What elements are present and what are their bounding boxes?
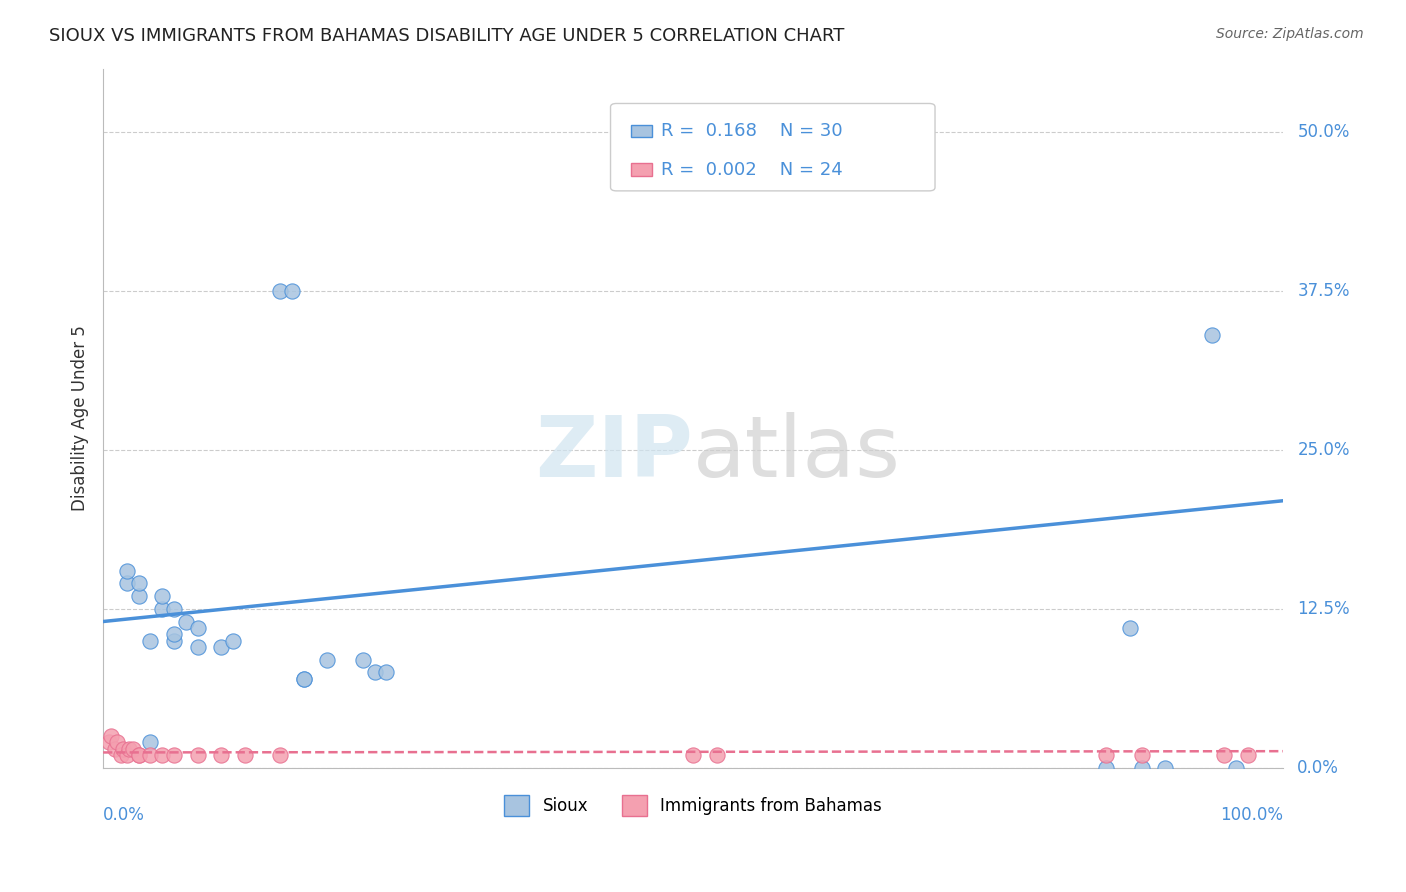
Point — [128, 747, 150, 762]
Point — [352, 653, 374, 667]
Point — [682, 747, 704, 762]
Point — [292, 672, 315, 686]
Point — [316, 653, 339, 667]
Point — [1154, 761, 1177, 775]
Point — [128, 589, 150, 603]
Text: 0.0%: 0.0% — [1298, 759, 1339, 777]
Point — [1236, 747, 1258, 762]
Point — [110, 747, 132, 762]
Point — [186, 621, 208, 635]
Point — [1130, 761, 1153, 775]
Text: ZIP: ZIP — [536, 411, 693, 494]
Text: 12.5%: 12.5% — [1298, 599, 1350, 618]
Point — [163, 633, 186, 648]
Text: Source: ZipAtlas.com: Source: ZipAtlas.com — [1216, 27, 1364, 41]
Point — [163, 627, 186, 641]
FancyBboxPatch shape — [610, 103, 935, 191]
Text: 100.0%: 100.0% — [1220, 806, 1284, 824]
Point — [100, 729, 122, 743]
Point — [98, 735, 121, 749]
Text: R =  0.168    N = 30: R = 0.168 N = 30 — [661, 122, 842, 140]
Legend: Sioux, Immigrants from Bahamas: Sioux, Immigrants from Bahamas — [498, 789, 889, 822]
Y-axis label: Disability Age Under 5: Disability Age Under 5 — [72, 326, 89, 511]
Point — [281, 284, 304, 298]
Point — [112, 741, 135, 756]
Point — [104, 741, 127, 756]
Point — [1130, 747, 1153, 762]
Point — [292, 672, 315, 686]
Text: SIOUX VS IMMIGRANTS FROM BAHAMAS DISABILITY AGE UNDER 5 CORRELATION CHART: SIOUX VS IMMIGRANTS FROM BAHAMAS DISABIL… — [49, 27, 845, 45]
Point — [269, 284, 291, 298]
Point — [375, 665, 398, 680]
FancyBboxPatch shape — [630, 125, 652, 137]
Point — [1095, 747, 1118, 762]
Point — [150, 602, 173, 616]
Point — [115, 564, 138, 578]
Point — [174, 615, 197, 629]
Point — [186, 747, 208, 762]
Point — [1201, 328, 1223, 343]
Point — [269, 747, 291, 762]
Point — [222, 633, 245, 648]
Point — [139, 747, 162, 762]
Point — [1213, 747, 1236, 762]
Point — [1095, 761, 1118, 775]
Point — [209, 747, 232, 762]
Point — [209, 640, 232, 654]
Point — [150, 589, 173, 603]
Point — [1118, 621, 1140, 635]
Text: 25.0%: 25.0% — [1298, 441, 1350, 458]
Point — [115, 576, 138, 591]
Point — [186, 640, 208, 654]
Text: atlas: atlas — [693, 411, 901, 494]
FancyBboxPatch shape — [630, 163, 652, 176]
Point — [163, 602, 186, 616]
Text: 50.0%: 50.0% — [1298, 123, 1350, 141]
Point — [128, 576, 150, 591]
Text: 37.5%: 37.5% — [1298, 282, 1350, 300]
Point — [128, 747, 150, 762]
Point — [121, 741, 143, 756]
Point — [105, 735, 128, 749]
Point — [118, 741, 141, 756]
Text: R =  0.002    N = 24: R = 0.002 N = 24 — [661, 161, 844, 178]
Point — [139, 633, 162, 648]
Point — [163, 747, 186, 762]
Text: 0.0%: 0.0% — [103, 806, 145, 824]
Point — [150, 747, 173, 762]
Point — [115, 747, 138, 762]
Point — [1225, 761, 1247, 775]
Point — [706, 747, 728, 762]
Point — [139, 735, 162, 749]
Point — [233, 747, 256, 762]
Point — [363, 665, 385, 680]
